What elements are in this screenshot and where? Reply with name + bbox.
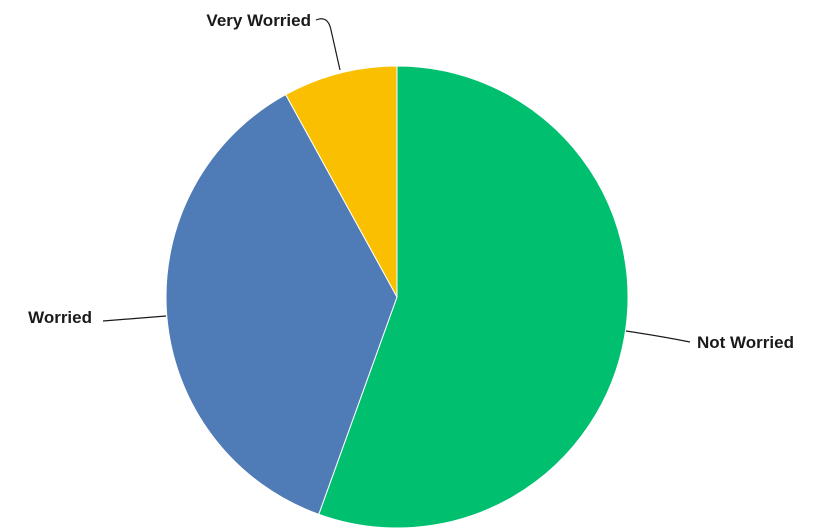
slice-label-not-worried: Not Worried (697, 333, 794, 352)
slice-label-very-worried: Very Worried (206, 11, 311, 30)
slice-not-worried (318, 65, 629, 529)
leader-line-worried (102, 315, 167, 322)
slice-very-worried (285, 65, 398, 298)
leader-line-very-worried (315, 18, 341, 71)
slice-label-worried: Worried (28, 308, 92, 327)
leader-line-not-worried (625, 330, 691, 343)
slice-labels: Not Worried Worried Very Worried (28, 11, 794, 352)
pie-slices (165, 65, 629, 529)
leader-lines (102, 18, 691, 343)
slice-worried (165, 93, 398, 515)
